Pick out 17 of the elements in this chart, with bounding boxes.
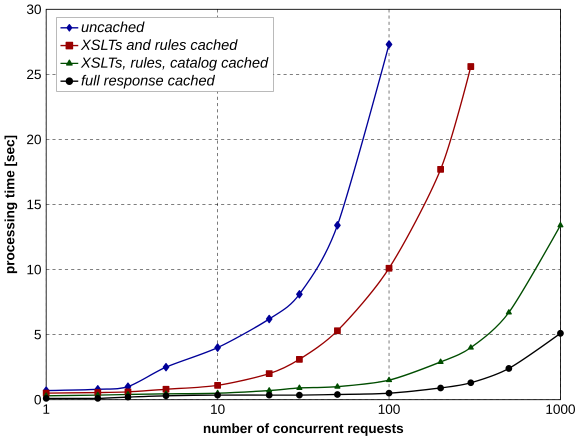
legend-label: XSLTs, rules, catalog cached [80,56,269,70]
legend-label: XSLTs and rules cached [80,39,238,50]
x-tick-label: 100 [378,404,400,414]
x-tick-label: 10 [211,404,225,414]
y-tick-label: 10 [27,264,41,274]
y-tick-label: 30 [26,4,41,14]
y-tick-label: 15 [27,200,41,210]
x-axis-title: number of concurrent requests [204,423,404,436]
legend-label: full response cached [82,74,216,88]
y-tick-label: 0 [34,394,41,404]
legend-label: uncached [82,21,145,32]
x-tick-label: 1000 [546,404,575,414]
y-axis-title: processing time [sec] [4,136,18,273]
y-tick-label: 25 [27,69,41,79]
y-tick-label: 20 [27,134,41,144]
x-tick-label: 1 [43,404,50,414]
y-tick-label: 5 [34,330,41,340]
